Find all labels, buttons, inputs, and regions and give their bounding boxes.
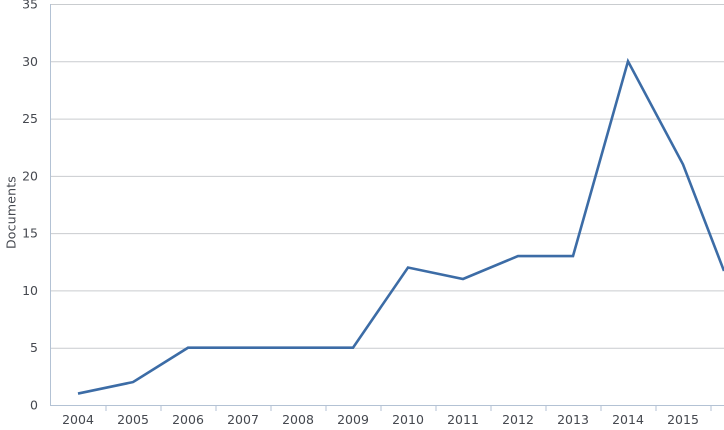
y-tick-label: 25: [22, 111, 38, 126]
x-tick-label: 2013: [557, 412, 589, 427]
x-tick-label: 2005: [117, 412, 149, 427]
x-tick-label: 2011: [447, 412, 479, 427]
x-tick-label: 2012: [502, 412, 534, 427]
y-tick-label: 35: [22, 0, 38, 12]
x-tick-label: 2008: [282, 412, 314, 427]
y-tick-label: 20: [22, 168, 38, 183]
y-tick-label: 5: [30, 340, 38, 355]
x-tick-label: 2009: [337, 412, 369, 427]
x-tick-label: 2015: [667, 412, 699, 427]
x-tick-label: 2007: [227, 412, 259, 427]
y-tick-label: 15: [22, 226, 38, 241]
y-tick-label: 0: [30, 398, 38, 413]
y-tick-label: 10: [22, 283, 38, 298]
documents-series-line: [77, 57, 724, 395]
x-tick-label: 2004: [62, 412, 94, 427]
x-tick-label: 2014: [612, 412, 644, 427]
x-tick-label: 2006: [172, 412, 204, 427]
x-tick-label: 2010: [392, 412, 424, 427]
y-tick-label: 30: [22, 54, 38, 69]
